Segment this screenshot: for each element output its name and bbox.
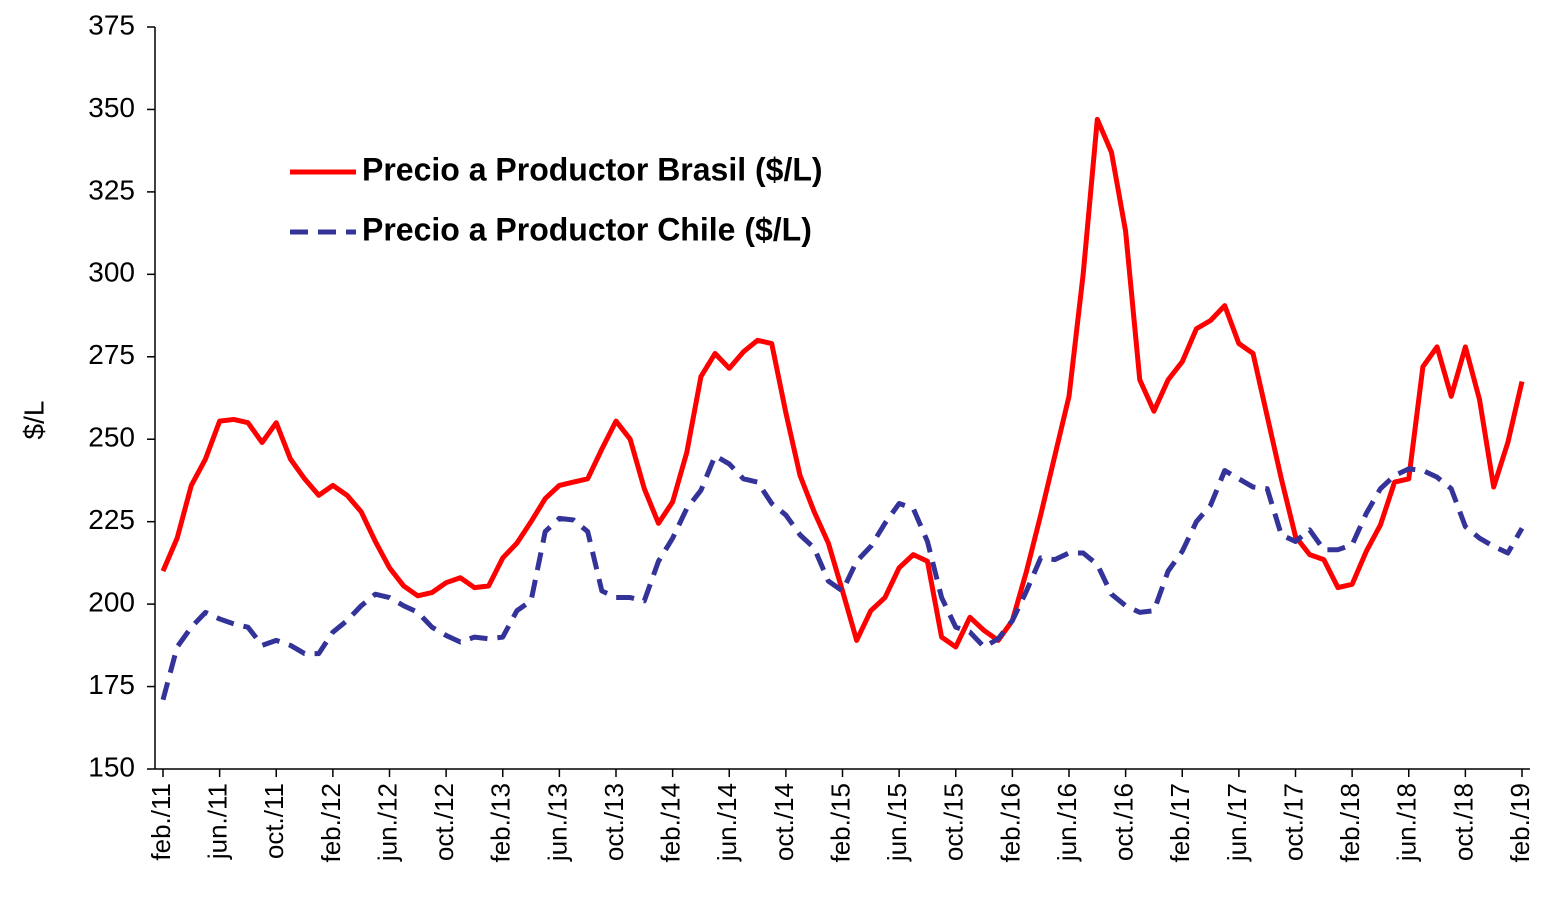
x-tick-label: jun./13: [542, 783, 572, 862]
x-tick-label: feb./17: [1165, 783, 1195, 863]
x-tick-label: feb./13: [486, 783, 516, 863]
y-axis-label: $/L: [18, 401, 49, 440]
x-tick-label: feb./16: [995, 783, 1025, 863]
x-tick-label: oct./12: [429, 783, 459, 861]
y-tick-label: 175: [88, 669, 135, 700]
x-tick-label: jun./15: [882, 783, 912, 862]
y-tick-label: 325: [88, 174, 135, 205]
legend-label: Precio a Productor Brasil ($/L): [362, 151, 823, 187]
x-tick-label: feb./14: [656, 783, 686, 863]
x-tick-label: jun./18: [1392, 783, 1422, 862]
y-tick-label: 300: [88, 257, 135, 288]
x-tick-label: oct./18: [1448, 783, 1478, 861]
y-tick-label: 350: [88, 92, 135, 123]
y-tick-label: 150: [88, 751, 135, 782]
y-tick-label: 275: [88, 339, 135, 370]
x-tick-label: oct./11: [259, 783, 289, 859]
x-tick-label: oct./16: [1109, 783, 1139, 861]
y-tick-label: 225: [88, 504, 135, 535]
x-tick-label: jun./17: [1222, 783, 1252, 862]
x-tick-label: feb./15: [825, 783, 855, 863]
x-tick-label: oct./14: [769, 783, 799, 861]
x-tick-label: feb./19: [1505, 783, 1535, 863]
x-tick-label: jun./14: [712, 783, 742, 862]
x-tick-label: jun./11: [203, 783, 233, 860]
x-tick-label: feb./11: [146, 783, 176, 861]
legend-label: Precio a Productor Chile ($/L): [362, 211, 812, 247]
x-tick-label: jun./16: [1052, 783, 1082, 862]
y-tick-label: 200: [88, 587, 135, 618]
y-tick-label: 250: [88, 422, 135, 453]
x-tick-label: oct./13: [599, 783, 629, 861]
x-tick-label: oct./17: [1278, 783, 1308, 861]
x-tick-label: feb./12: [316, 783, 346, 863]
series-line: [160, 453, 1525, 701]
y-tick-label: 375: [88, 9, 135, 40]
series-line: [160, 116, 1525, 650]
x-tick-label: oct./15: [939, 783, 969, 861]
x-tick-label: feb./18: [1335, 783, 1365, 863]
x-tick-label: jun./12: [372, 783, 402, 862]
